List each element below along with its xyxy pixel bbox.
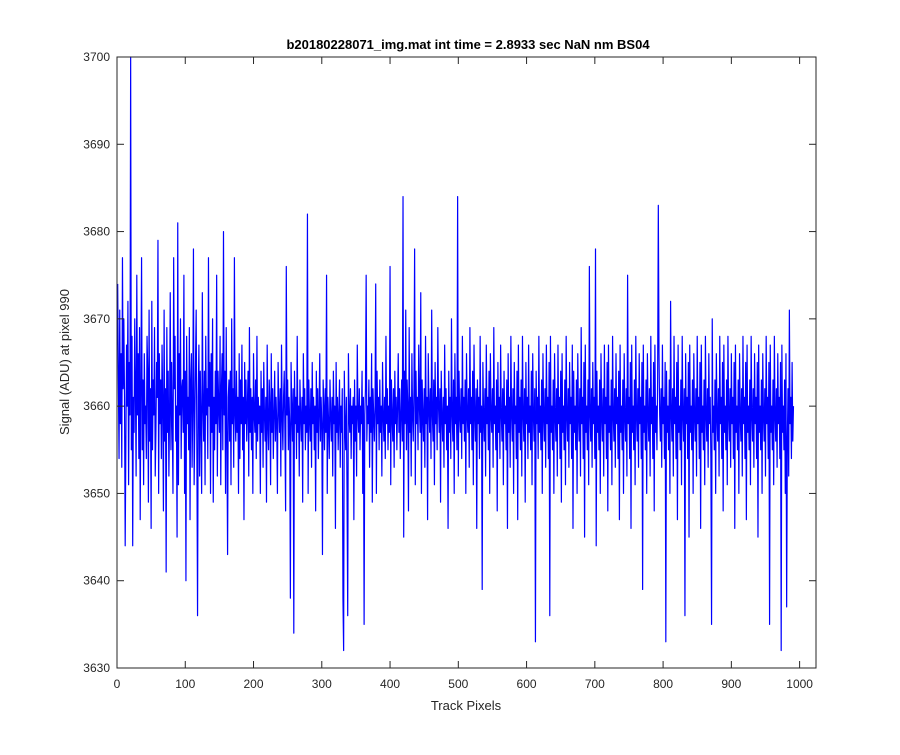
x-tick-label: 500 (448, 677, 468, 691)
y-tick-label: 3630 (83, 661, 110, 675)
y-tick-label: 3680 (83, 225, 110, 239)
axes-box (116, 56, 817, 669)
y-tick-label: 3640 (83, 574, 110, 588)
y-tick-label: 3660 (83, 399, 110, 413)
plot-area (116, 56, 817, 669)
y-tick-label: 3670 (83, 312, 110, 326)
chart-title: b20180228071_img.mat int time = 2.8933 s… (286, 37, 650, 52)
series-line-0 (117, 56, 795, 652)
x-axis-label: Track Pixels (431, 698, 502, 713)
x-tick-label: 700 (585, 677, 605, 691)
x-tick-label: 300 (312, 677, 332, 691)
x-tick-label: 600 (517, 677, 537, 691)
x-tick-label: 1000 (786, 677, 813, 691)
x-tick-label: 900 (721, 677, 741, 691)
x-axis: 0 100 200 300 400 500 600 700 800 900 1000 (114, 57, 813, 691)
y-tick-label: 3650 (83, 486, 110, 500)
y-tick-label: 3690 (83, 137, 110, 151)
x-tick-label: 800 (653, 677, 673, 691)
y-axis: 3630 3640 3650 3660 3670 3680 3690 3700 (83, 50, 816, 675)
x-tick-label: 0 (114, 677, 121, 691)
x-tick-label: 400 (380, 677, 400, 691)
x-tick-label: 100 (175, 677, 195, 691)
x-tick-label: 200 (244, 677, 264, 691)
y-tick-label: 3700 (83, 50, 110, 64)
y-axis-label: Signal (ADU) at pixel 990 (57, 289, 72, 435)
